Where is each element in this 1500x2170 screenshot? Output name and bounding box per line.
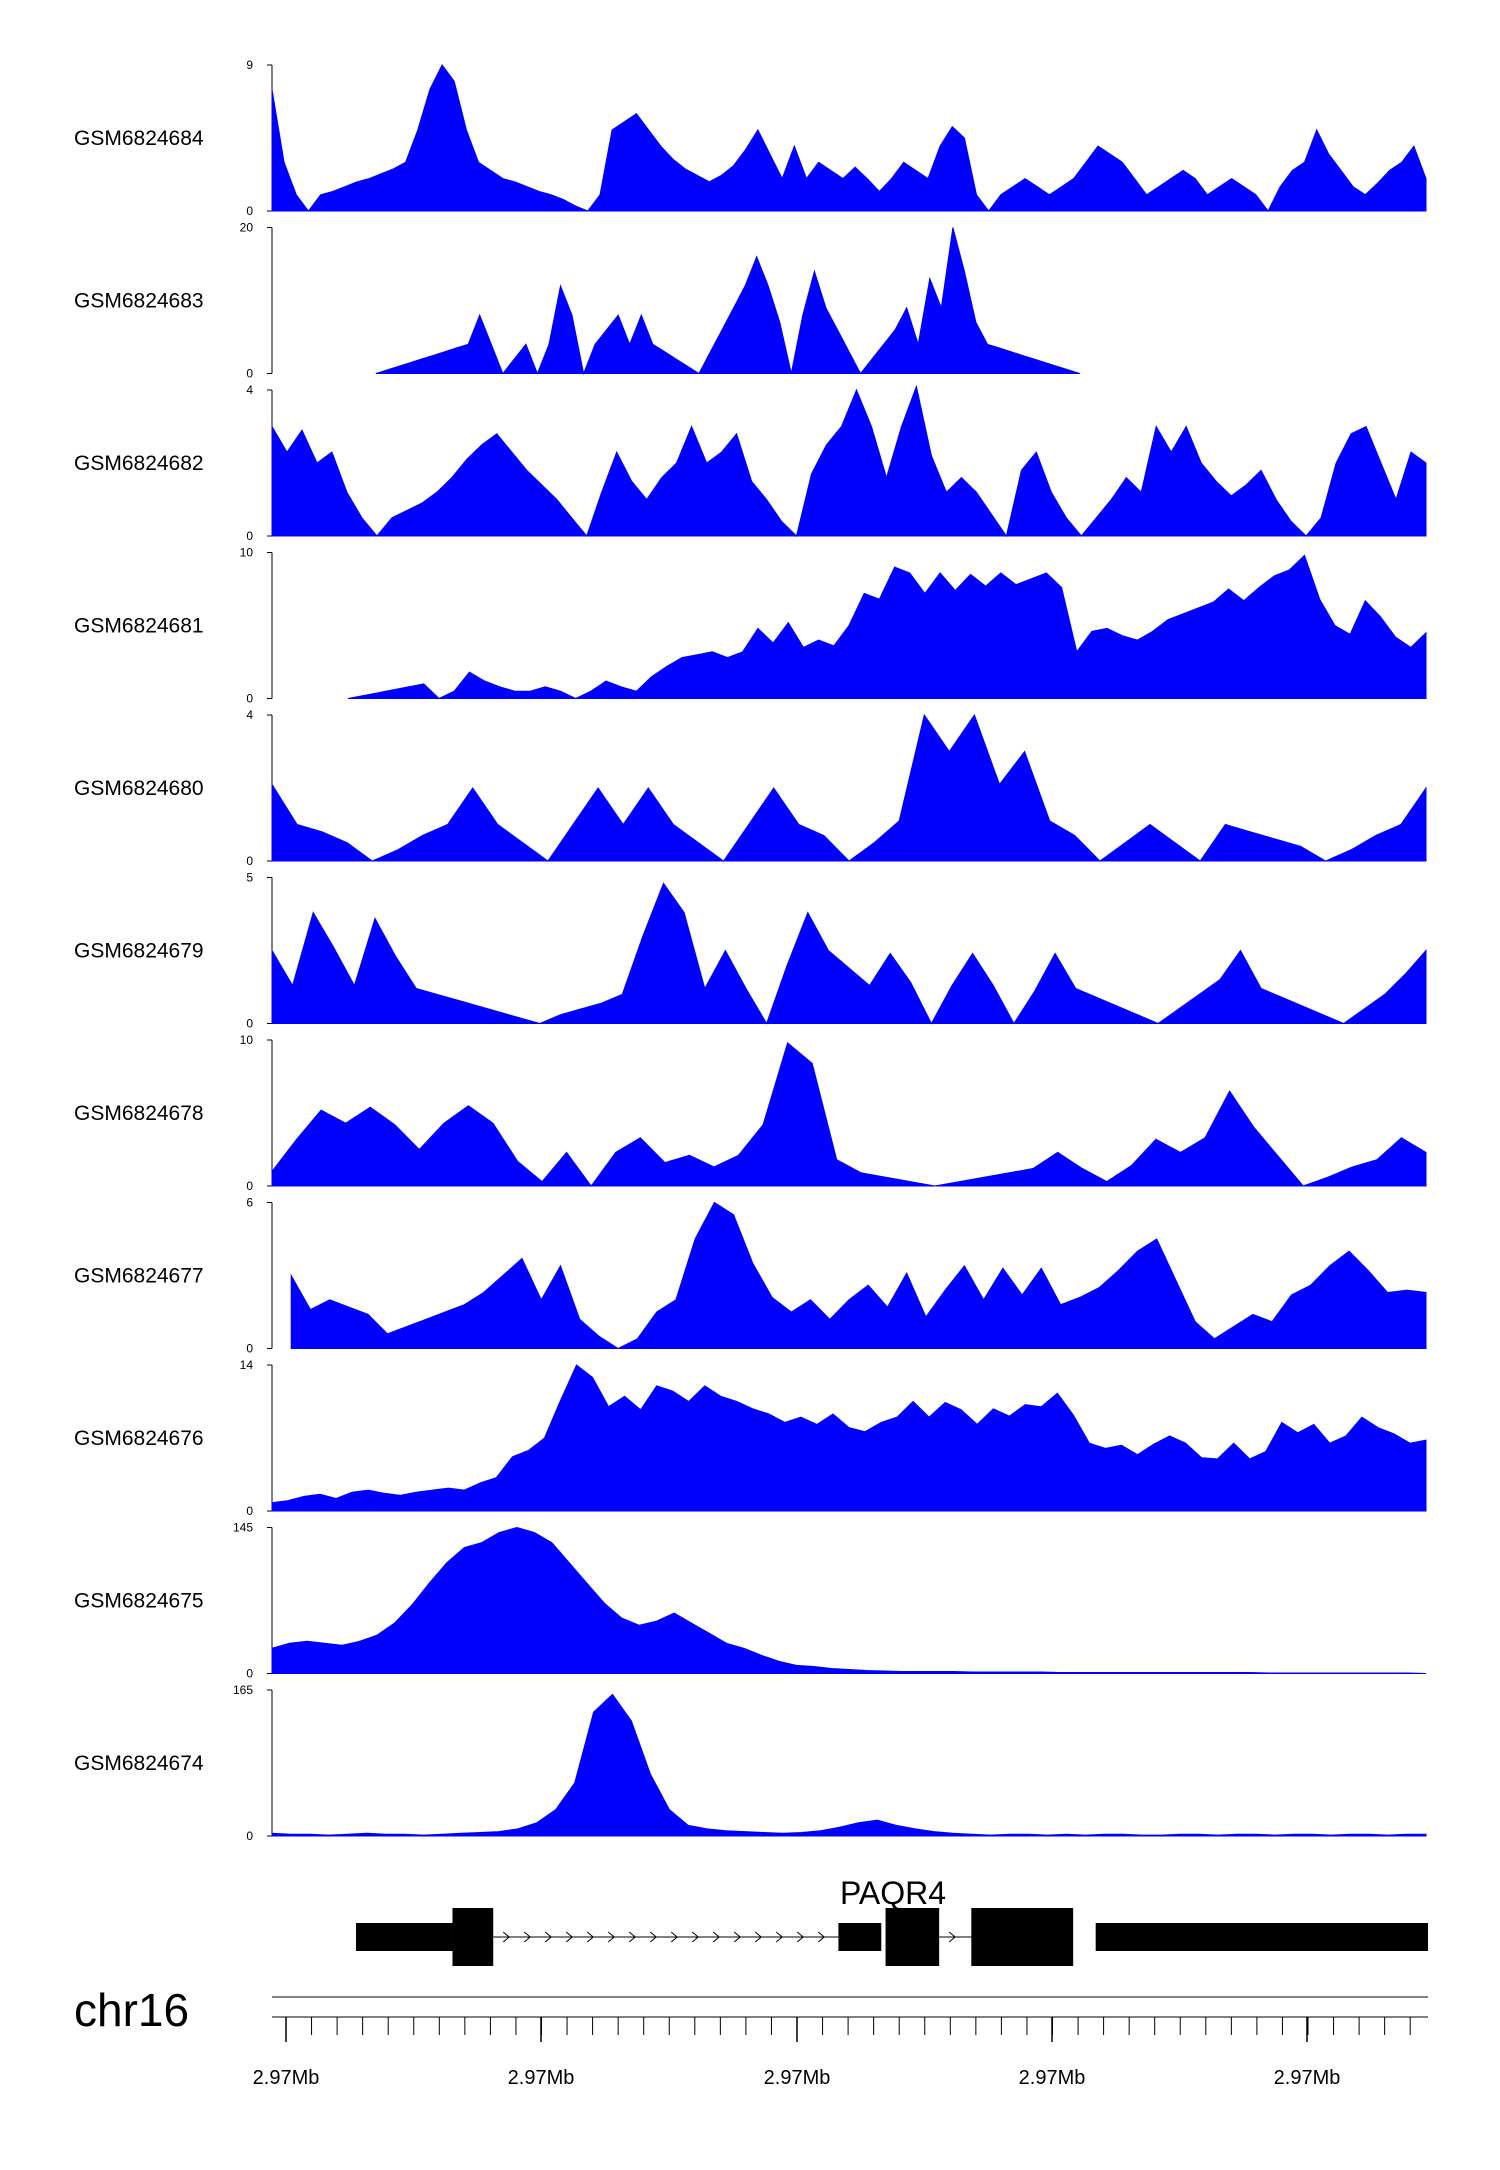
strand-arrow: [523, 1931, 531, 1943]
strand-arrow: [607, 1931, 615, 1943]
x-tick-label: 2.97Mb: [1274, 2067, 1341, 2089]
gene-label: PAQR4: [840, 1875, 946, 1911]
track-GSM6824682: GSM6824682 4 0: [74, 383, 1427, 543]
strand-arrow: [502, 1931, 510, 1943]
track-GSM6824675: GSM6824675 145 0: [74, 1521, 1427, 1681]
strand-arrow: [670, 1931, 678, 1943]
track-GSM6824684: GSM6824684 9 0: [74, 58, 1427, 218]
y-tick-label-min: 0: [246, 1829, 253, 1843]
coverage-area: [347, 554, 1427, 700]
y-tick-label-min: 0: [246, 529, 253, 543]
y-tick-label-max: 20: [240, 221, 254, 235]
gene-track: PAQR4: [356, 1875, 1428, 1966]
track-GSM6824678: GSM6824678 10 0: [74, 1033, 1427, 1193]
coverage-area: [271, 384, 1427, 538]
exon-coding: [885, 1908, 940, 1966]
y-tick-label-max: 5: [246, 871, 253, 885]
coverage-area: [375, 227, 1080, 376]
strand-arrow: [691, 1931, 699, 1943]
track-label: GSM6824675: [74, 1590, 204, 1613]
coverage-area: [271, 1693, 1427, 1837]
track-GSM6824680: GSM6824680 4 0: [74, 708, 1427, 868]
coverage-area: [271, 882, 1427, 1025]
track-label: GSM6824684: [74, 127, 204, 150]
y-tick-label-min: 0: [246, 1504, 253, 1518]
x-tick-label: 2.97Mb: [1019, 2067, 1086, 2089]
coverage-tracks: GSM682468490GSM6824683200GSM682468240GSM…: [74, 58, 1427, 1843]
track-GSM6824683: GSM6824683 20 0: [74, 221, 1080, 381]
exon-coding: [971, 1908, 1074, 1966]
y-tick-label-min: 0: [246, 367, 253, 381]
x-tick-label: 2.97Mb: [253, 2067, 320, 2089]
track-label: GSM6824674: [74, 1752, 204, 1775]
strand-arrow: [649, 1931, 657, 1943]
gene-model: [356, 1908, 1428, 1966]
strand-arrow: [544, 1931, 552, 1943]
strand-arrow: [948, 1931, 956, 1943]
x-tick-label: 2.97Mb: [508, 2067, 575, 2089]
exon-utr: [838, 1923, 882, 1951]
exon-coding: [452, 1908, 494, 1966]
coverage-area: [271, 1042, 1427, 1187]
strand-arrow: [712, 1931, 720, 1943]
y-tick-label-min: 0: [246, 1017, 253, 1031]
strand-arrow: [754, 1931, 762, 1943]
exon-utr: [1095, 1923, 1428, 1951]
y-tick-label-min: 0: [246, 1179, 253, 1193]
coverage-area: [271, 64, 1427, 212]
y-tick-label-min: 0: [246, 692, 253, 706]
track-GSM6824676: GSM6824676 14 0: [74, 1358, 1427, 1518]
strand-arrow: [796, 1931, 804, 1943]
track-GSM6824681: GSM6824681 10 0: [74, 546, 1427, 706]
x-tick-label: 2.97Mb: [764, 2067, 831, 2089]
coverage-area: [271, 713, 1427, 862]
strand-arrow: [775, 1931, 783, 1943]
y-tick-label-min: 0: [246, 1342, 253, 1356]
y-tick-label-max: 10: [240, 1033, 254, 1047]
y-tick-label-max: 10: [240, 546, 254, 560]
track-label: GSM6824677: [74, 1265, 204, 1288]
strand-arrow: [817, 1931, 825, 1943]
track-GSM6824677: GSM6824677 6 0: [74, 1196, 1427, 1356]
track-GSM6824674: GSM6824674 165 0: [74, 1683, 1427, 1843]
chromosome-label: chr16: [74, 1984, 189, 2036]
coverage-area: [271, 1526, 1427, 1674]
y-tick-label-max: 145: [233, 1521, 253, 1535]
track-label: GSM6824681: [74, 615, 204, 638]
y-tick-label-min: 0: [246, 204, 253, 218]
track-label: GSM6824676: [74, 1427, 204, 1450]
x-ticks: 2.97Mb 2.97Mb 2.97Mb 2.97Mb 2.97Mb: [253, 2017, 1411, 2089]
y-tick-label-max: 4: [246, 383, 253, 397]
track-label: GSM6824678: [74, 1102, 204, 1125]
y-tick-label-max: 4: [246, 708, 253, 722]
coverage-area: [271, 1364, 1427, 1512]
track-label: GSM6824679: [74, 940, 204, 963]
strand-arrow: [628, 1931, 636, 1943]
strand-arrow: [733, 1931, 741, 1943]
track-label: GSM6824682: [74, 452, 204, 475]
y-tick-label-max: 165: [233, 1683, 253, 1697]
strand-arrow: [586, 1931, 594, 1943]
exon-utr: [356, 1923, 453, 1951]
genome-axis: chr16 2.97Mb 2.97Mb 2.97Mb 2.97Mb 2.97Mb: [74, 1984, 1428, 2089]
strand-arrow: [565, 1931, 573, 1943]
y-tick-label-max: 9: [246, 58, 253, 72]
y-tick-label-min: 0: [246, 854, 253, 868]
coverage-area: [290, 1201, 1427, 1350]
track-label: GSM6824683: [74, 290, 204, 313]
track-label: GSM6824680: [74, 777, 204, 800]
y-tick-label-max: 14: [240, 1358, 254, 1372]
track-GSM6824679: GSM6824679 5 0: [74, 871, 1427, 1031]
y-tick-label-max: 6: [246, 1196, 253, 1210]
y-tick-label-min: 0: [246, 1667, 253, 1681]
